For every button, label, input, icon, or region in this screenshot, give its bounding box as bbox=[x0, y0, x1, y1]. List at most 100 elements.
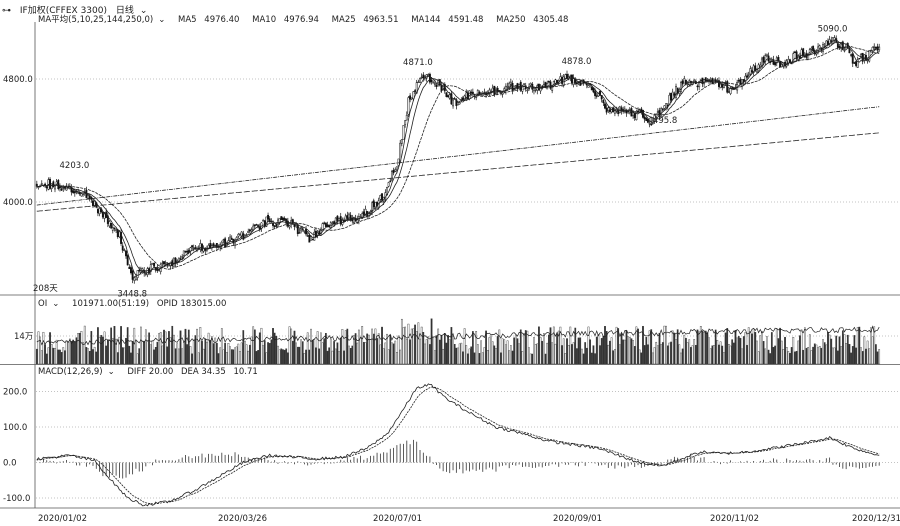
candle-body bbox=[696, 85, 699, 88]
ma25-line bbox=[36, 45, 880, 270]
volume-bar bbox=[660, 344, 663, 365]
volume-bar bbox=[728, 343, 730, 365]
volume-bar bbox=[620, 333, 623, 365]
candle-body bbox=[430, 79, 433, 82]
volume-bar bbox=[334, 348, 337, 365]
dea-value: DEA 34.35 bbox=[180, 367, 226, 377]
candle-body bbox=[428, 73, 431, 83]
volume-bar bbox=[630, 338, 633, 365]
volume-bar bbox=[409, 339, 411, 365]
volume-bar bbox=[432, 336, 435, 365]
macd-indicator-selector[interactable]: MACD(12,26,9) ⌄ bbox=[38, 367, 115, 377]
volume-bar bbox=[133, 327, 136, 365]
volume-bar bbox=[97, 327, 99, 365]
candle-body bbox=[265, 216, 268, 227]
volume-bar bbox=[845, 343, 848, 365]
candle-body bbox=[318, 230, 321, 235]
volume-bar bbox=[47, 347, 50, 365]
volume-bar bbox=[138, 348, 141, 365]
candle-body bbox=[433, 83, 436, 85]
volume-bar bbox=[105, 345, 108, 365]
volume-bar bbox=[609, 340, 611, 365]
candle-body bbox=[836, 43, 839, 48]
candle-body bbox=[462, 97, 464, 101]
candle-body bbox=[594, 91, 597, 96]
volume-bar bbox=[805, 347, 808, 365]
candle-body bbox=[308, 234, 311, 243]
volume-bar bbox=[217, 353, 220, 365]
oi-indicator-selector[interactable]: OI ⌄ bbox=[38, 299, 60, 309]
ma144-value: MA144 4591.48 bbox=[411, 15, 484, 25]
volume-bar bbox=[262, 345, 264, 365]
candle-body bbox=[212, 243, 215, 246]
chart-menu-icon[interactable]: ⊶ bbox=[2, 6, 11, 16]
candle-body bbox=[113, 227, 116, 229]
volume-bar bbox=[851, 346, 854, 365]
volume-bar bbox=[541, 340, 544, 365]
candle-body bbox=[587, 85, 590, 88]
chart-header: ⊶ IF加权(CFFEX 3300) 日线 ⌄ bbox=[2, 3, 159, 16]
volume-bar bbox=[103, 331, 106, 365]
volume-bar bbox=[214, 337, 217, 365]
candle-body bbox=[313, 231, 316, 241]
candle-body bbox=[457, 102, 459, 106]
volume-bar bbox=[762, 341, 765, 365]
volume-bar bbox=[557, 330, 560, 365]
candle-body bbox=[650, 123, 653, 126]
candle-body bbox=[661, 108, 664, 111]
volume-bar bbox=[732, 342, 735, 365]
volume-bar bbox=[737, 336, 740, 365]
candle-body bbox=[49, 178, 51, 189]
candle-body bbox=[52, 181, 55, 188]
volume-bar bbox=[146, 341, 149, 365]
volume-bar bbox=[376, 338, 378, 365]
candle-body bbox=[131, 270, 134, 280]
volume-bar bbox=[666, 345, 669, 365]
volume-bar bbox=[176, 343, 179, 365]
volume-bar bbox=[386, 333, 388, 365]
volume-bar bbox=[111, 338, 114, 365]
volume-bar bbox=[50, 344, 53, 365]
volume-bar bbox=[683, 334, 686, 365]
volume-bar bbox=[422, 331, 425, 365]
volume-bar bbox=[473, 352, 476, 365]
volume-bar bbox=[273, 332, 276, 365]
volume-bar bbox=[424, 343, 426, 365]
volume-bar bbox=[267, 342, 269, 365]
volume-bar bbox=[161, 345, 164, 365]
period-selector[interactable]: 日线 ⌄ bbox=[115, 6, 148, 16]
candle-body bbox=[812, 46, 815, 52]
candle-body bbox=[306, 235, 309, 237]
volume-bar bbox=[277, 345, 279, 365]
volume-bar bbox=[769, 353, 772, 365]
volume-bar bbox=[300, 339, 302, 365]
volume-bar bbox=[123, 347, 126, 365]
date-tick-label: 2020/11/02 bbox=[710, 514, 759, 524]
volume-bar bbox=[665, 325, 667, 365]
date-tick-label: 2020/07/01 bbox=[373, 514, 422, 524]
volume-bar bbox=[455, 347, 458, 365]
volume-bar bbox=[500, 352, 502, 365]
volume-bar bbox=[316, 331, 319, 365]
date-tick-label: 2020/03/26 bbox=[218, 514, 267, 524]
volume-bar bbox=[379, 344, 382, 365]
volume-bar bbox=[57, 349, 60, 365]
oi-line bbox=[36, 325, 880, 346]
volume-bar bbox=[619, 344, 621, 365]
volume-bar bbox=[475, 331, 478, 365]
ma10-value: MA10 4976.94 bbox=[252, 15, 319, 25]
candle-body bbox=[751, 70, 753, 73]
candle-body bbox=[348, 213, 350, 221]
symbol-label[interactable]: IF加权(CFFEX 3300) bbox=[19, 6, 107, 16]
volume-bar bbox=[709, 348, 712, 365]
volume-bar bbox=[311, 340, 314, 365]
ma-indicator-selector[interactable]: MA平均(5,10,25,144,250,0) ⌄ bbox=[38, 15, 166, 25]
volume-bar bbox=[840, 346, 843, 365]
candle-body bbox=[633, 113, 636, 119]
volume-bar bbox=[585, 347, 588, 365]
ma5-line bbox=[36, 39, 880, 276]
candle-body bbox=[665, 103, 668, 109]
volume-bar bbox=[64, 350, 66, 365]
volume-bar bbox=[832, 347, 834, 365]
volume-bar bbox=[615, 326, 618, 365]
